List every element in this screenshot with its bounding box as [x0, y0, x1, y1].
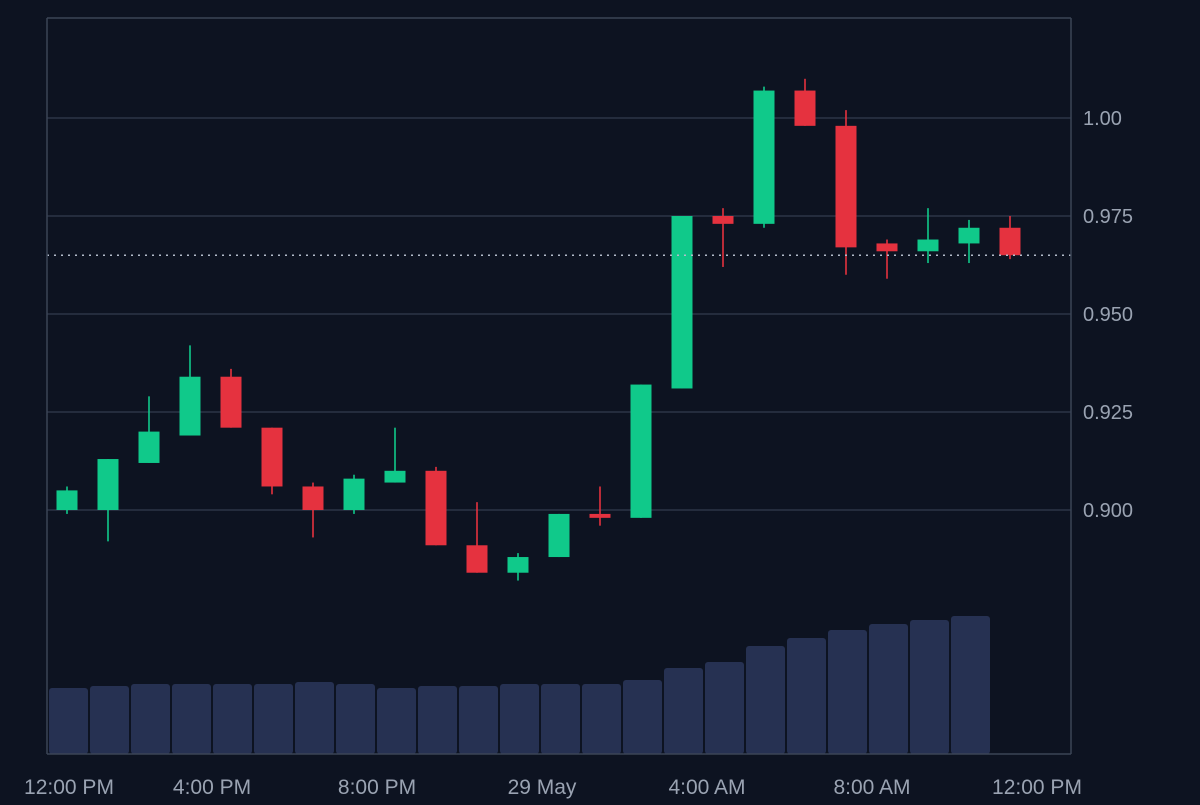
candle-body	[507, 557, 529, 573]
candle-up	[917, 208, 939, 264]
volume-bar	[377, 688, 416, 754]
volume-bar	[951, 616, 990, 754]
candle-up	[138, 396, 160, 463]
x-tick-label: 8:00 PM	[338, 776, 416, 799]
volume-bar	[787, 638, 826, 754]
x-tick-label: 4:00 AM	[668, 776, 745, 799]
grid-lines	[47, 17, 1071, 511]
x-tick-label: 29 May	[508, 776, 577, 799]
candle-body	[999, 227, 1021, 256]
candle-body	[712, 216, 734, 224]
candle-body	[466, 545, 488, 573]
candle-body	[917, 239, 939, 252]
candle-body	[835, 125, 857, 248]
candle-body	[220, 376, 242, 428]
volume-bar	[172, 684, 211, 754]
volume-bars	[49, 616, 990, 754]
volume-bar	[213, 684, 252, 754]
candle-up	[671, 216, 693, 389]
candle-down	[261, 427, 283, 495]
candle-down	[835, 110, 857, 275]
candle-body	[630, 384, 652, 518]
volume-bar	[664, 668, 703, 754]
y-tick-label: 0.900	[1083, 500, 1133, 522]
volume-bar	[459, 686, 498, 754]
candle-body	[343, 478, 365, 510]
candle-body	[753, 90, 775, 224]
candle-up	[343, 474, 365, 514]
candle-down	[999, 216, 1021, 260]
volume-bar	[295, 682, 334, 754]
x-tick-label: 12:00 PM	[24, 776, 114, 799]
x-axis-labels: 12:00 PM 4:00 PM 8:00 PM 29 May 4:00 AM 8:00 …	[24, 776, 1082, 799]
y-tick-label: 0.950	[1083, 304, 1133, 326]
candle-up	[958, 219, 980, 264]
volume-bar	[418, 686, 457, 754]
candle-up	[56, 486, 78, 514]
candle-down	[302, 482, 324, 538]
candle-body	[56, 490, 78, 510]
candle-down	[794, 78, 816, 126]
candle-body	[138, 431, 160, 463]
candle-down	[466, 502, 488, 573]
y-tick-label: 0.975	[1083, 206, 1133, 228]
volume-bar	[746, 646, 785, 754]
volume-bar	[828, 630, 867, 754]
volume-bar	[90, 686, 129, 754]
y-tick-label: 1.00	[1083, 108, 1122, 130]
candle-body	[589, 513, 611, 518]
candle-body	[425, 470, 447, 546]
candle-up	[384, 427, 406, 483]
candle-down	[220, 368, 242, 428]
candle-down	[712, 208, 734, 267]
volume-bar	[582, 684, 621, 754]
candle-body	[179, 376, 201, 436]
candle-up	[630, 384, 652, 518]
volume-bar	[336, 684, 375, 754]
candle-body	[384, 470, 406, 483]
candle-down	[425, 466, 447, 546]
candles	[56, 78, 1021, 581]
volume-bar	[131, 684, 170, 754]
candle-up	[179, 345, 201, 436]
volume-bar	[910, 620, 949, 754]
volume-bar	[500, 684, 539, 754]
candle-body	[794, 90, 816, 126]
volume-bar	[623, 680, 662, 754]
x-tick-label: 8:00 AM	[833, 776, 910, 799]
volume-bar	[705, 662, 744, 754]
candle-body	[548, 513, 570, 558]
candle-body	[97, 459, 119, 510]
volume-bar	[541, 684, 580, 754]
x-tick-label: 4:00 PM	[173, 776, 251, 799]
candle-down	[589, 486, 611, 526]
candle-body	[302, 486, 324, 510]
candle-down	[876, 239, 898, 279]
candle-body	[876, 243, 898, 252]
candle-up	[548, 513, 570, 558]
candle-body	[958, 227, 980, 244]
volume-bar	[869, 624, 908, 754]
x-tick-label: 12:00 PM	[992, 776, 1082, 799]
y-tick-label: 0.925	[1083, 402, 1133, 424]
candle-up	[753, 86, 775, 228]
candle-up	[97, 459, 119, 542]
volume-bar	[254, 684, 293, 754]
candle-body	[671, 216, 693, 389]
volume-bar	[49, 688, 88, 754]
candle-up	[507, 553, 529, 581]
plot-frame	[46, 18, 1072, 755]
y-axis-labels: 0.900 0.925 0.950 0.975 1.00	[1083, 108, 1133, 522]
candle-body	[261, 427, 283, 487]
